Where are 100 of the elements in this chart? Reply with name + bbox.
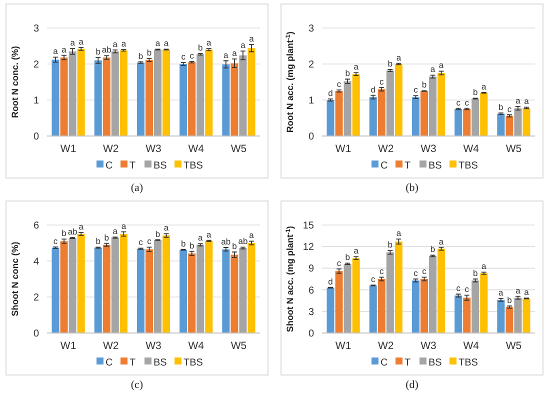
data-label: a [121, 38, 126, 49]
legend-label: TBS [458, 358, 478, 368]
bar [188, 62, 196, 136]
data-label: a [224, 50, 229, 60]
bar [205, 50, 213, 136]
bar [454, 296, 462, 333]
legend-label: BS [154, 160, 168, 172]
data-label: a [198, 232, 203, 243]
bar [77, 234, 85, 333]
y-tick-label: 3 [33, 24, 40, 34]
bar [136, 248, 144, 333]
data-label: a [121, 220, 126, 231]
data-label: b [198, 42, 203, 53]
data-label: c [380, 266, 385, 276]
data-label: a [396, 228, 402, 238]
legend-label: C [106, 160, 113, 172]
y-axis-title: Root N conc. (%) [10, 46, 20, 118]
y-tick-label: 1 [33, 96, 40, 106]
bar [52, 248, 60, 333]
bar [248, 243, 256, 333]
data-label: a [62, 44, 67, 54]
bar [344, 264, 352, 333]
bar [344, 81, 352, 136]
data-label: c [181, 52, 186, 62]
data-label: c [464, 284, 470, 294]
data-label: a [78, 36, 84, 46]
data-label: a [354, 62, 359, 72]
bar [514, 108, 522, 136]
data-label: c [507, 104, 512, 114]
bar [326, 100, 334, 136]
legend-label: C [106, 358, 113, 368]
bar [248, 48, 256, 136]
bar [352, 258, 360, 333]
data-label: a [240, 40, 246, 50]
x-tick-label: W1 [60, 143, 76, 155]
bar [111, 238, 119, 333]
data-label: b [96, 46, 101, 57]
y-tick-label: 2 [308, 60, 314, 70]
bar [378, 279, 386, 333]
legend-label: TBS [184, 160, 204, 172]
bar [180, 64, 188, 136]
data-label: a [482, 261, 487, 272]
y-tick-label: 9 [308, 264, 314, 275]
data-label: c [138, 237, 144, 248]
data-label: a [155, 38, 160, 48]
bar [239, 55, 247, 136]
y-tick-label: 1 [308, 96, 314, 106]
bar [162, 50, 170, 136]
data-label: d [328, 88, 334, 98]
x-tick-label: W4 [188, 143, 204, 155]
data-label: b [422, 80, 427, 90]
data-label: c [190, 50, 195, 60]
legend-label: BS [428, 358, 442, 368]
data-label: a [524, 287, 530, 298]
bar [68, 51, 76, 136]
bar [77, 48, 85, 136]
bar [522, 298, 530, 333]
data-label: c [464, 97, 470, 108]
text: (b) [406, 182, 419, 194]
bar [386, 70, 394, 136]
y-tick-label: 0 [308, 132, 314, 142]
legend-label: TBS [184, 358, 204, 368]
data-label: a [206, 229, 212, 240]
bar [222, 249, 230, 333]
bar [120, 234, 128, 333]
x-tick-label: W2 [378, 340, 394, 352]
bar [420, 91, 428, 136]
x-tick-label: W5 [506, 143, 522, 155]
data-label: a [438, 236, 444, 246]
legend-label: T [130, 358, 136, 368]
data-label: b [507, 295, 512, 305]
data-label: b [189, 240, 194, 250]
bar [497, 300, 505, 333]
bar [480, 92, 488, 136]
data-label: a [206, 38, 212, 48]
data-label: b [146, 48, 152, 58]
data-label: c [336, 258, 342, 268]
bar [412, 97, 420, 136]
bar [145, 60, 153, 136]
data-label: b [62, 228, 67, 238]
data-label: b [232, 241, 238, 251]
data-label: b [472, 268, 478, 278]
bar [352, 74, 360, 136]
bar [120, 50, 128, 136]
data-label: a [53, 46, 58, 56]
bar [239, 248, 247, 333]
bar [230, 254, 238, 333]
y-tick-label: 12 [302, 242, 314, 254]
bar [497, 114, 505, 136]
bar [394, 242, 402, 333]
y-tick-label: 6 [308, 285, 314, 296]
legend-label: BS [154, 358, 168, 368]
legend-label: T [404, 358, 411, 368]
x-tick-label: W3 [146, 143, 162, 155]
data-label: a [249, 34, 254, 44]
x-tick-label: W4 [463, 143, 480, 155]
bar [102, 58, 110, 136]
data-label: b [388, 240, 393, 250]
x-tick-label: W1 [60, 340, 76, 352]
data-label: c [336, 78, 342, 89]
